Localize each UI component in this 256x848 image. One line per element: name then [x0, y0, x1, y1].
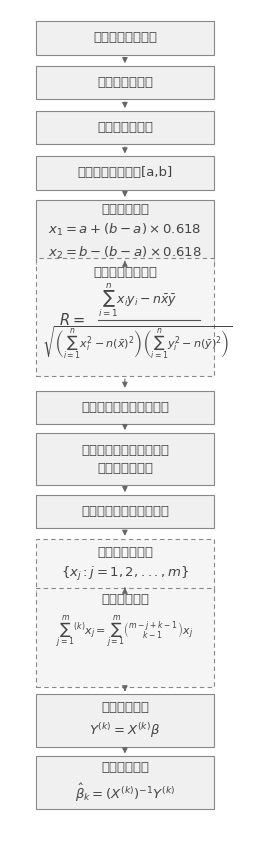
Text: 以此类推，直至迭代缩小
至最佳热敏区域: 以此类推，直至迭代缩小 至最佳热敏区域: [81, 444, 169, 475]
FancyBboxPatch shape: [36, 495, 214, 528]
Text: 模型参数估计
$\hat{\beta}_k=(X^{(k)})^{-1}Y^{(k)}$: 模型参数估计 $\hat{\beta}_k=(X^{(k)})^{-1}Y^{(…: [74, 761, 175, 805]
Text: 在此区域内均匀布点测试: 在此区域内均匀布点测试: [81, 505, 169, 518]
Text: $R=$: $R=$: [59, 312, 84, 328]
FancyBboxPatch shape: [36, 200, 214, 264]
FancyBboxPatch shape: [36, 588, 214, 687]
Text: 黄金分割布点
$x_1=a+(b-a)\times0.618$
$x_2=b-(b-a)\times0.618$: 黄金分割布点 $x_1=a+(b-a)\times0.618$ $x_2=b-(…: [48, 204, 202, 260]
Text: 初步量化热敏区域[a,b]: 初步量化热敏区域[a,b]: [77, 166, 173, 180]
Text: 获取热误差样本
$\{x_j : j=1,2,...,m\}$: 获取热误差样本 $\{x_j : j=1,2,...,m\}$: [61, 546, 189, 583]
FancyBboxPatch shape: [36, 66, 214, 99]
Text: 保留相关系数较大的测点: 保留相关系数较大的测点: [81, 401, 169, 414]
Text: $\sqrt{\left(\sum_{i=1}^{n}x_i^2-n\left(\bar{x}\right)^2\right)\left(\sum_{i=1}^: $\sqrt{\left(\sum_{i=1}^{n}x_i^2-n\left(…: [42, 325, 233, 361]
Text: $\sum_{i=1}^{n}x_i y_i - n\bar{x}\bar{y}$: $\sum_{i=1}^{n}x_i y_i - n\bar{x}\bar{y}…: [98, 282, 177, 320]
FancyBboxPatch shape: [36, 433, 214, 485]
Text: $\sum_{j=1}^{m}{}^{(k)}x_j = \sum_{j=1}^{m}\binom{m-j+k-1}{k-1}x_j$: $\sum_{j=1}^{m}{}^{(k)}x_j = \sum_{j=1}^…: [56, 614, 194, 651]
FancyBboxPatch shape: [36, 258, 214, 377]
Text: 热特性仿真分析: 热特性仿真分析: [97, 121, 153, 134]
FancyBboxPatch shape: [36, 695, 214, 747]
Text: 布点处相关性求解: 布点处相关性求解: [93, 265, 157, 278]
FancyBboxPatch shape: [36, 21, 214, 54]
Text: 热边界参数确定: 热边界参数确定: [97, 76, 153, 89]
FancyBboxPatch shape: [36, 111, 214, 144]
Text: 主轴三维模型构建: 主轴三维模型构建: [93, 31, 157, 44]
FancyBboxPatch shape: [36, 538, 214, 591]
FancyBboxPatch shape: [36, 756, 214, 809]
Text: 累积算了求和: 累积算了求和: [101, 593, 149, 606]
Text: 构建矩阵方程
$Y^{(k)}=X^{(k)}\beta$: 构建矩阵方程 $Y^{(k)}=X^{(k)}\beta$: [89, 701, 161, 740]
FancyBboxPatch shape: [36, 391, 214, 424]
FancyBboxPatch shape: [36, 156, 214, 190]
